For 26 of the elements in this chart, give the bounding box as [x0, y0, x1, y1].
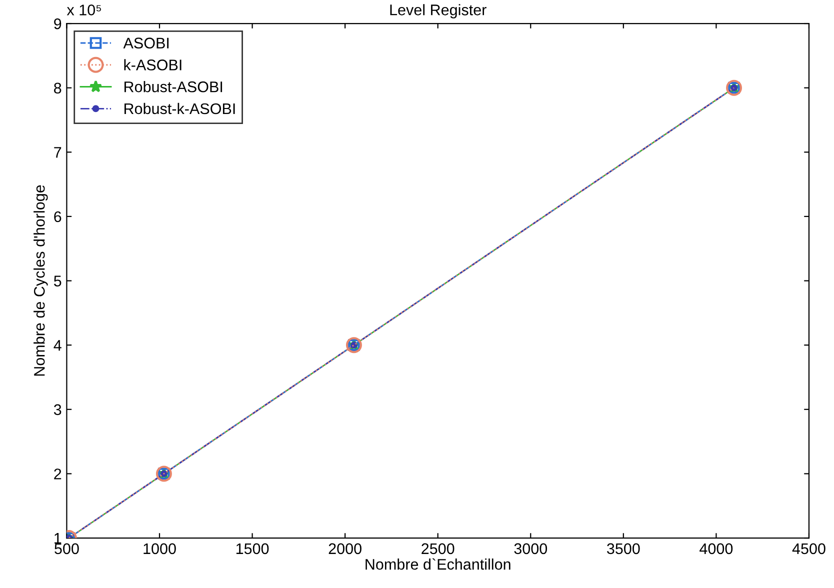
legend-label: ASOBI — [123, 38, 169, 48]
y-tick-label: 9 — [54, 18, 62, 30]
x-tick-label: 3000 — [514, 543, 548, 554]
y-axis-title: Nombre de Cycles d'horloge — [34, 185, 48, 376]
legend-label: Robust-ASOBI — [124, 81, 222, 92]
legend-label: k-ASOBI — [124, 59, 182, 70]
x-tick-label: 1500 — [236, 543, 269, 554]
y-tick-label: 5 — [54, 276, 62, 286]
y-tick-label: 4 — [54, 340, 62, 351]
x-tick-label: 1000 — [144, 543, 176, 554]
y-tick-label: 1 — [54, 533, 62, 544]
x-tick-label: 4500 — [792, 543, 826, 554]
x-axis-title: Nombre d`Echantillon — [366, 558, 510, 570]
y-tick-label: 7 — [54, 147, 62, 158]
x-tick-label: 2500 — [422, 543, 454, 554]
text: x 10⁵ — [66, 4, 101, 16]
y-tick-label: 2 — [54, 468, 62, 480]
y-tick-label: 3 — [54, 404, 62, 416]
y-tick-label: 8 — [54, 82, 62, 94]
chart-title: Level Register — [390, 4, 486, 18]
x-tick-label: 3500 — [607, 543, 640, 554]
y-tick-label: 6 — [54, 211, 62, 222]
x-tick-label: 2000 — [328, 543, 362, 554]
x-tick-label: 4000 — [700, 543, 733, 554]
x-tick-label: 500 — [54, 543, 79, 554]
legend-label: Robust-k-ASOBI — [124, 102, 235, 114]
